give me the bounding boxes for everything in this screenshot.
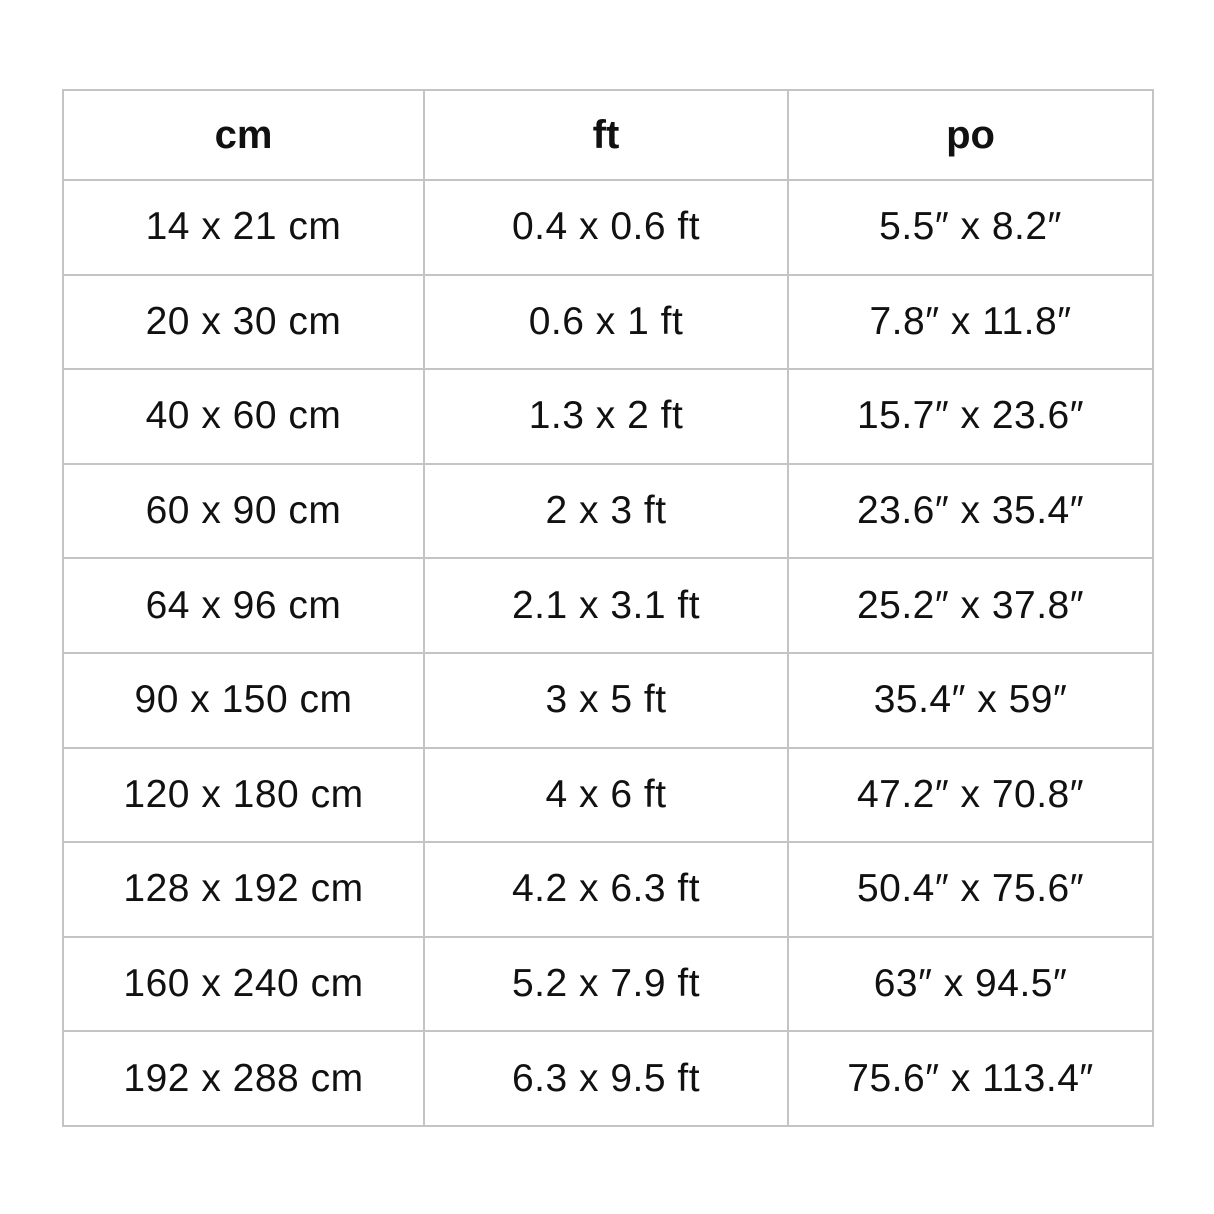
cell-cm: 192 x 288 cm: [62, 1030, 425, 1127]
table-row: 90 x 150 cm 3 x 5 ft 35.4″ x 59″: [62, 651, 1154, 749]
cell-ft: 5.2 x 7.9 ft: [423, 935, 789, 1033]
table-row: 14 x 21 cm 0.4 x 0.6 ft 5.5″ x 8.2″: [62, 179, 1154, 276]
table-row: 192 x 288 cm 6.3 x 9.5 ft 75.6″ x 113.4″: [62, 1030, 1154, 1127]
header-ft: ft: [423, 89, 789, 181]
cell-po: 50.4″ x 75.6″: [787, 841, 1154, 938]
table-row: 60 x 90 cm 2 x 3 ft 23.6″ x 35.4″: [62, 462, 1154, 560]
cell-po: 7.8″ x 11.8″: [787, 273, 1154, 371]
cell-ft: 0.4 x 0.6 ft: [423, 179, 789, 276]
table-row: 120 x 180 cm 4 x 6 ft 47.2″ x 70.8″: [62, 746, 1154, 844]
table-row: 160 x 240 cm 5.2 x 7.9 ft 63″ x 94.5″: [62, 935, 1154, 1033]
cell-cm: 64 x 96 cm: [62, 557, 425, 654]
cell-po: 5.5″ x 8.2″: [787, 179, 1154, 276]
table-row: 40 x 60 cm 1.3 x 2 ft 15.7″ x 23.6″: [62, 368, 1154, 465]
cell-cm: 160 x 240 cm: [62, 935, 425, 1033]
table-row: 20 x 30 cm 0.6 x 1 ft 7.8″ x 11.8″: [62, 273, 1154, 371]
cell-cm: 128 x 192 cm: [62, 841, 425, 938]
cell-po: 47.2″ x 70.8″: [787, 746, 1154, 844]
cell-ft: 0.6 x 1 ft: [423, 273, 789, 371]
cell-cm: 90 x 150 cm: [62, 651, 425, 749]
header-po: po: [787, 89, 1154, 181]
cell-ft: 3 x 5 ft: [423, 651, 789, 749]
cell-ft: 2 x 3 ft: [423, 462, 789, 560]
cell-po: 35.4″ x 59″: [787, 651, 1154, 749]
cell-ft: 2.1 x 3.1 ft: [423, 557, 789, 654]
cell-cm: 60 x 90 cm: [62, 462, 425, 560]
cell-ft: 4 x 6 ft: [423, 746, 789, 844]
cell-cm: 14 x 21 cm: [62, 179, 425, 276]
cell-ft: 1.3 x 2 ft: [423, 368, 789, 465]
table-row: 64 x 96 cm 2.1 x 3.1 ft 25.2″ x 37.8″: [62, 557, 1154, 654]
cell-po: 75.6″ x 113.4″: [787, 1030, 1154, 1127]
cell-cm: 120 x 180 cm: [62, 746, 425, 844]
header-row: cm ft po: [62, 89, 1154, 181]
cell-ft: 6.3 x 9.5 ft: [423, 1030, 789, 1127]
cell-po: 23.6″ x 35.4″: [787, 462, 1154, 560]
cell-ft: 4.2 x 6.3 ft: [423, 841, 789, 938]
cell-po: 15.7″ x 23.6″: [787, 368, 1154, 465]
table-row: 128 x 192 cm 4.2 x 6.3 ft 50.4″ x 75.6″: [62, 841, 1154, 938]
cell-po: 63″ x 94.5″: [787, 935, 1154, 1033]
header-cm: cm: [62, 89, 425, 181]
size-conversion-table: cm ft po 14 x 21 cm 0.4 x 0.6 ft 5.5″ x 8.…: [62, 89, 1154, 1127]
cell-cm: 20 x 30 cm: [62, 273, 425, 371]
cell-po: 25.2″ x 37.8″: [787, 557, 1154, 654]
cell-cm: 40 x 60 cm: [62, 368, 425, 465]
